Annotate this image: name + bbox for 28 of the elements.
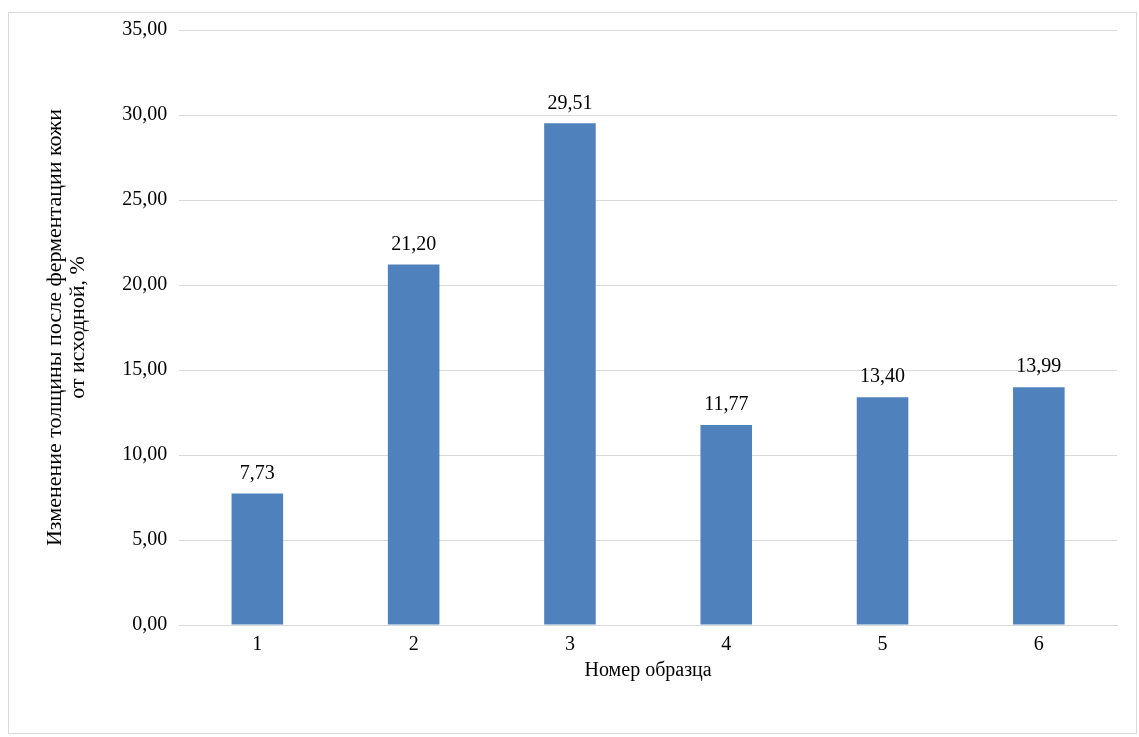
- x-tick-label: 5: [877, 632, 888, 655]
- x-tick-label: 3: [564, 632, 575, 655]
- y-tick-label: 15,00: [122, 357, 168, 380]
- y-axis-title: Изменение толщины после ферментации кожи от исходной, %: [41, 108, 90, 547]
- bar: [387, 264, 440, 625]
- data-label: 7,73: [239, 460, 275, 483]
- y-tick-label: 30,00: [122, 102, 168, 125]
- data-label: 13,99: [1016, 354, 1062, 377]
- y-tick-label: 10,00: [122, 442, 168, 465]
- data-label: 21,20: [391, 231, 437, 254]
- x-tick-label: 6: [1033, 632, 1044, 655]
- x-tick-label: 1: [252, 632, 263, 655]
- y-tick-label: 0,00: [132, 612, 168, 635]
- data-label: 11,77: [704, 392, 749, 415]
- x-tick-label: 4: [721, 632, 732, 655]
- bar: [856, 397, 909, 625]
- bar: [700, 424, 753, 625]
- data-label: 13,40: [860, 364, 906, 387]
- data-label: 29,51: [547, 90, 593, 113]
- x-tick-label: 2: [408, 632, 419, 655]
- bar: [1013, 387, 1065, 625]
- y-tick-label: 5,00: [132, 527, 168, 550]
- bar: [231, 493, 284, 625]
- y-tick-label: 20,00: [122, 272, 168, 295]
- x-axis-title: Номер образца: [584, 658, 712, 682]
- y-tick-label: 25,00: [122, 187, 168, 210]
- bar: [544, 123, 596, 625]
- y-tick-label: 35,00: [122, 17, 168, 40]
